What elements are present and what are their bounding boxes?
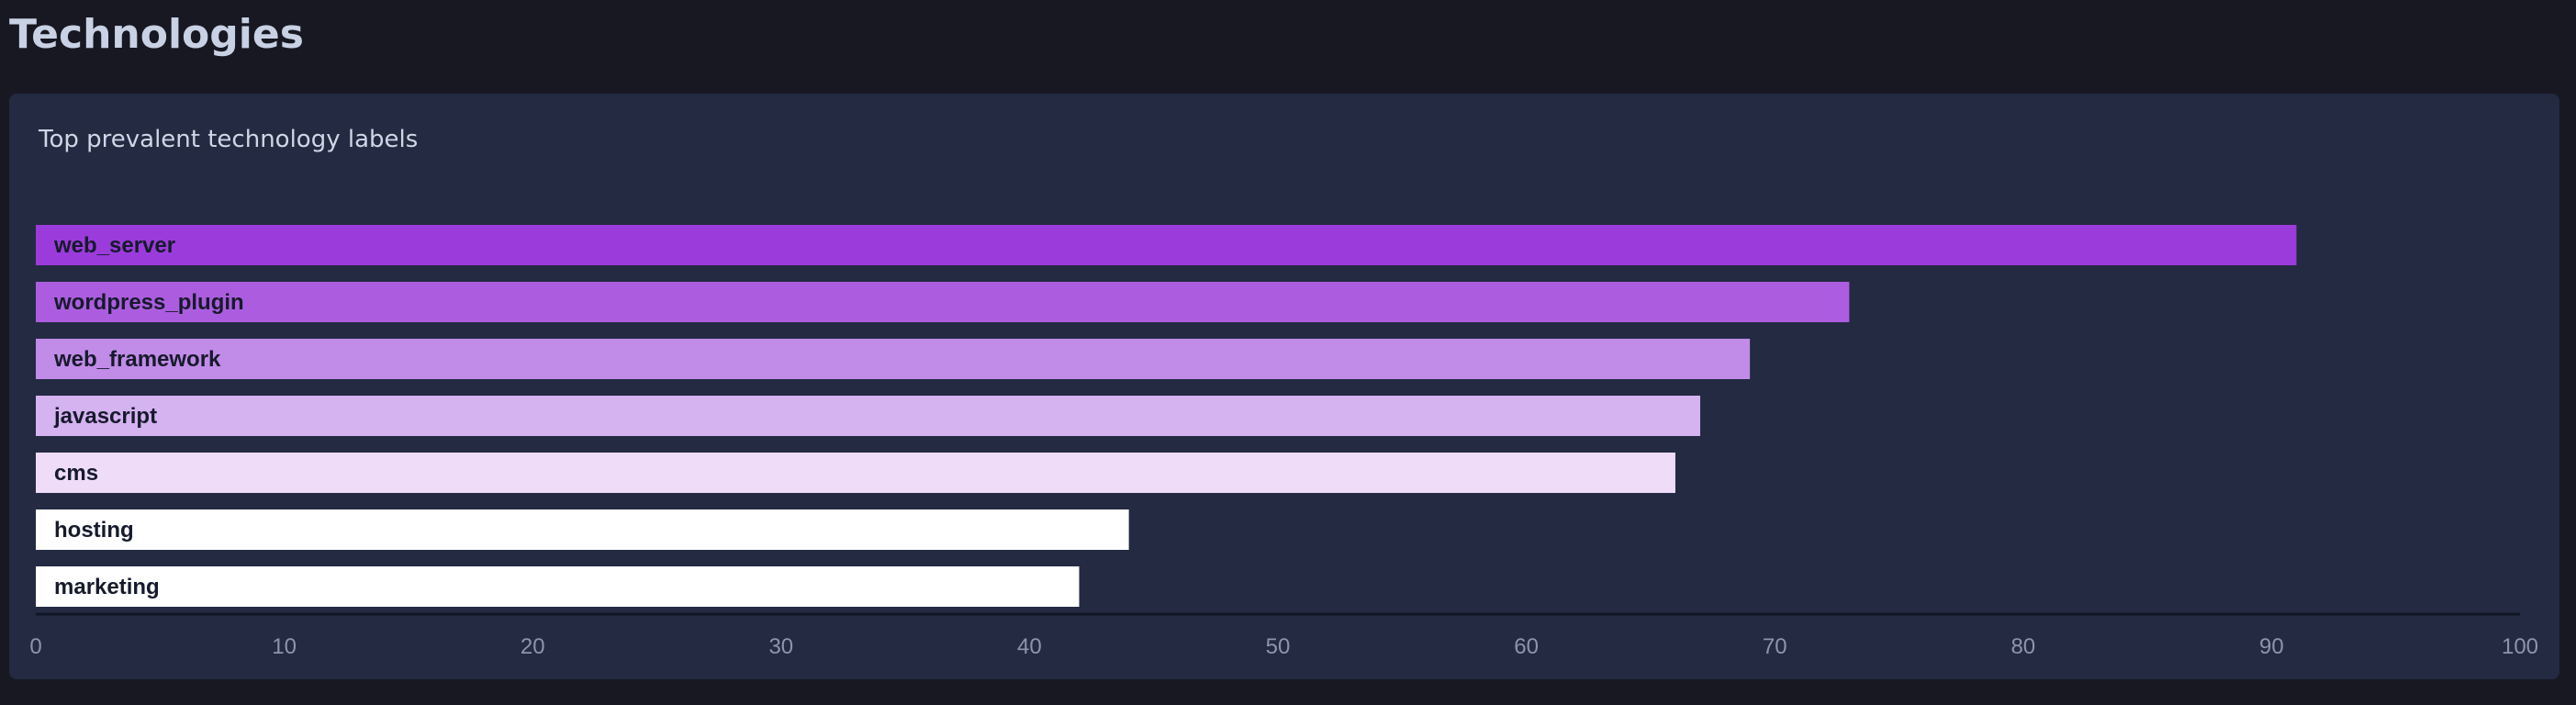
x-tick-label-100: 100 (2502, 634, 2538, 659)
x-tick-label-50: 50 (1266, 634, 1291, 659)
x-tick-label-30: 30 (768, 634, 793, 659)
bar-cms[interactable] (36, 453, 1675, 493)
bar-label-javascript: javascript (53, 404, 157, 429)
bar-label-cms: cms (54, 461, 98, 486)
x-tick-label-70: 70 (1763, 634, 1787, 659)
x-tick-label-40: 40 (1017, 634, 1042, 659)
bar-marketing[interactable] (36, 566, 1080, 607)
x-tick-label-20: 20 (521, 634, 545, 659)
bar-label-web-framework: web_framework (53, 347, 221, 372)
bar-wordpress-plugin[interactable] (36, 282, 1850, 322)
x-tick-label-80: 80 (2010, 634, 2035, 659)
page-title: Technologies (9, 11, 304, 58)
bar-web-server[interactable] (36, 225, 2297, 265)
bar-hosting[interactable] (36, 509, 1129, 550)
bar-label-web-server: web_server (53, 233, 175, 258)
bar-label-hosting: hosting (54, 518, 134, 543)
bars-layer: web_server wordpress_plugin web_frameworkj… (36, 225, 2297, 607)
x-axis-ticks: 0 10 20 30 40 50 60 70 80 90 100 (29, 634, 2538, 659)
x-tick-label-60: 60 (1514, 634, 1539, 659)
bar-javascript[interactable] (36, 396, 1701, 436)
bar-label-marketing: marketing (54, 575, 160, 599)
chart-title: Top prevalent technology labels (39, 126, 419, 153)
x-tick-label-0: 0 (29, 634, 41, 659)
bar-label-wordpress-plugin: wordpress_plugin (53, 290, 244, 315)
bar-web-framework[interactable] (36, 339, 1751, 379)
x-tick-label-90: 90 (2259, 634, 2284, 659)
x-tick-label-10: 10 (272, 634, 297, 659)
